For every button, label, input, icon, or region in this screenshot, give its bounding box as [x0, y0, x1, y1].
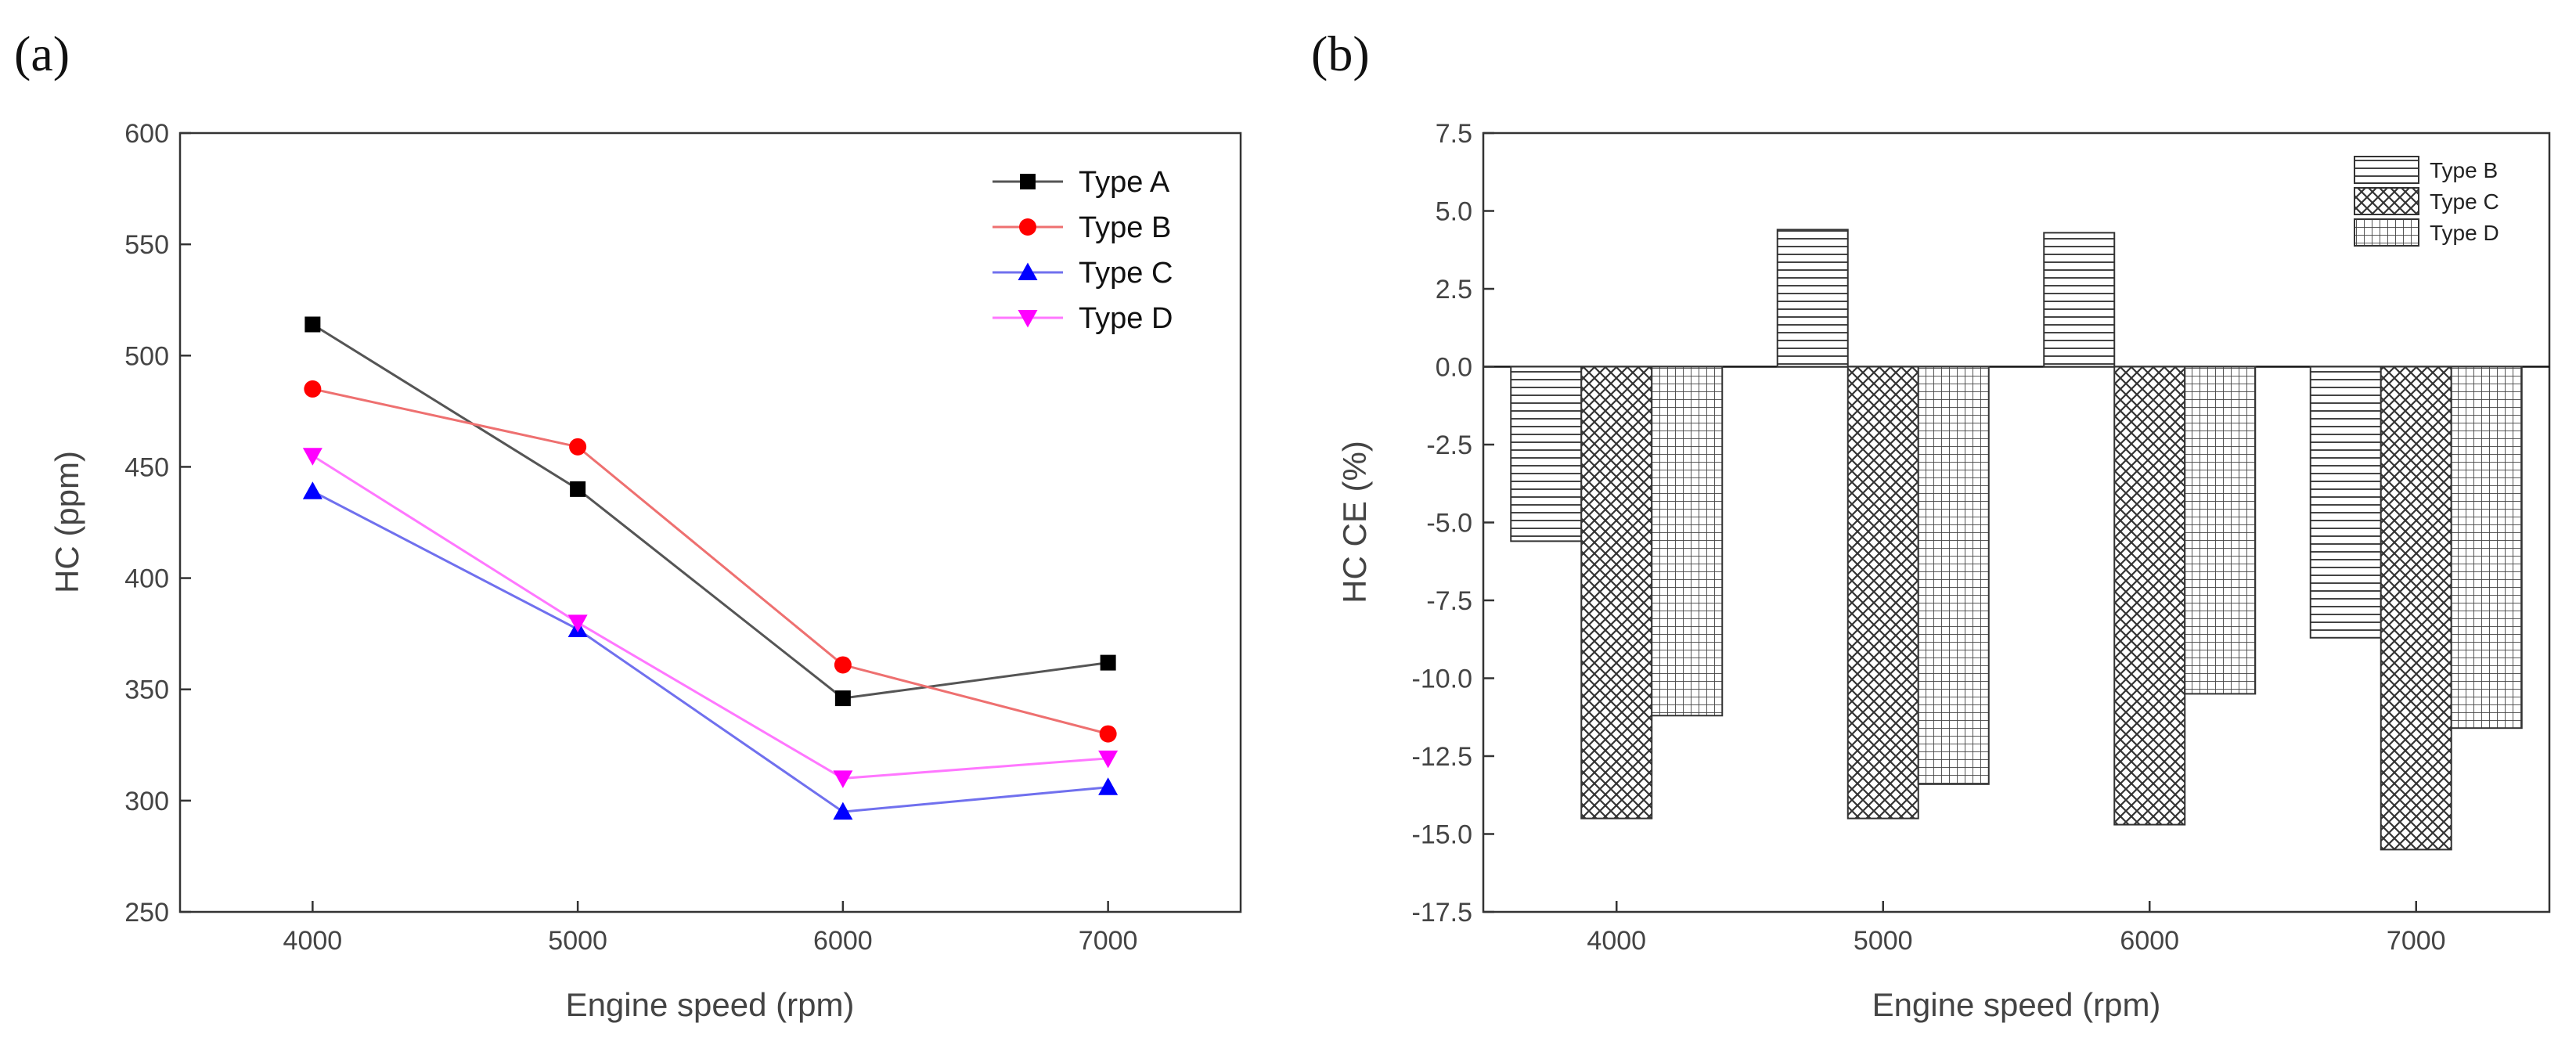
x-tick-label: 6000 — [2120, 926, 2179, 956]
data-point — [567, 614, 588, 632]
panel-b-label: (b) — [1311, 26, 1370, 81]
y-tick-label: 7.5 — [1436, 119, 1472, 149]
panel-b-y-axis-title: HC CE (%) — [1336, 441, 1373, 603]
x-tick-label: 7000 — [1079, 926, 1138, 956]
y-tick-label: -5.0 — [1426, 509, 1472, 539]
bar-type-c — [1846, 366, 1919, 820]
bar-type-b — [2309, 366, 2382, 639]
bar-type-b — [2043, 232, 2116, 368]
data-point — [834, 656, 852, 674]
x-tick-label: 4000 — [1587, 926, 1646, 956]
bar-type-d — [2184, 366, 2257, 695]
x-tick-label: 7000 — [2387, 926, 2446, 956]
y-tick-label: -12.5 — [1412, 742, 1473, 772]
series-type-b — [304, 380, 1117, 743]
legend-label: Type D — [1079, 302, 1173, 335]
data-point — [1099, 725, 1117, 743]
y-tick-label: 5.0 — [1436, 197, 1472, 227]
series-line — [312, 323, 1108, 700]
data-point — [833, 770, 853, 788]
panel-a-legend: Type A Type B Type C Type D — [993, 166, 1173, 335]
y-tick-label: 450 — [124, 452, 169, 482]
y-tick-label: 250 — [124, 898, 169, 928]
legend-label: Type B — [1079, 211, 1171, 244]
series-line — [312, 454, 1108, 780]
panel-b-x-ticks: 4000 5000 6000 7000 — [1587, 901, 2446, 956]
data-point — [1100, 654, 1116, 671]
panel-b-legend: Type B Type C Type D — [2354, 156, 2499, 247]
series-line — [312, 387, 1109, 736]
bar-type-d — [1651, 366, 1724, 717]
data-point — [304, 380, 322, 398]
y-tick-label: -2.5 — [1426, 431, 1472, 460]
data-point — [1098, 750, 1119, 769]
y-tick-label: -10.0 — [1412, 665, 1473, 694]
series-type-a — [304, 316, 1116, 707]
data-point — [302, 481, 322, 499]
panel-a-y-axis-title: HC (ppm) — [49, 451, 85, 593]
panel-b-y-ticks: 7.5 5.0 2.5 0.0 -2.5 -5.0 -7.5 -10.0 -12.5 -15.0 -… — [1412, 119, 1494, 928]
bar-type-b — [1776, 229, 1849, 368]
y-tick-label: 350 — [124, 676, 169, 705]
y-tick-label: 600 — [124, 119, 169, 149]
bar-type-b — [1510, 366, 1583, 542]
bar-type-c — [2380, 366, 2452, 851]
bar-type-c — [1580, 366, 1653, 820]
y-tick-label: 2.5 — [1436, 275, 1472, 304]
y-tick-label: 500 — [124, 341, 169, 371]
bar-type-d — [1917, 366, 1990, 785]
panel-a-y-ticks: 250 300 350 400 450 500 550 600 — [124, 119, 191, 928]
series-line — [312, 490, 1108, 813]
x-tick-label: 6000 — [813, 926, 873, 956]
panel-a-series — [302, 316, 1119, 820]
legend-marker — [1018, 262, 1038, 280]
data-point — [302, 448, 322, 466]
panel-b-x-axis-title: Engine speed (rpm) — [1872, 986, 2161, 1023]
legend-label: Type C — [1079, 257, 1173, 290]
panel-a-x-axis-title: Engine speed (rpm) — [566, 986, 855, 1023]
bar-type-d — [2450, 366, 2523, 730]
data-point — [834, 690, 851, 707]
y-tick-label: -7.5 — [1426, 586, 1472, 616]
data-point — [569, 438, 587, 456]
panel-b: (b) 7.5 5.0 2.5 0.0 -2.5 -5.0 -7.5 -10.0 -12.5 -1… — [1311, 26, 2551, 1023]
legend-label: Type D — [2430, 221, 2499, 245]
legend-marker — [1018, 310, 1038, 328]
series-type-d — [302, 448, 1119, 788]
legend-swatch — [2354, 218, 2419, 247]
data-point — [304, 316, 321, 333]
x-tick-label: 5000 — [548, 926, 607, 956]
y-tick-label: 550 — [124, 230, 169, 260]
panel-a-plot-frame — [178, 132, 1242, 913]
y-tick-label: 400 — [124, 564, 169, 594]
panel-a: (a) 250 300 350 400 450 500 550 600 4000 5000 600… — [14, 26, 1242, 1023]
panel-b-bars — [1510, 229, 2523, 851]
panel-a-x-ticks: 4000 5000 6000 7000 — [283, 901, 1138, 956]
data-point — [570, 481, 586, 497]
y-tick-label: -17.5 — [1412, 898, 1473, 928]
panel-a-label: (a) — [14, 26, 70, 81]
y-tick-label: 0.0 — [1436, 353, 1472, 383]
legend-label: Type C — [2430, 189, 2499, 214]
legend-swatch — [2354, 156, 2419, 184]
legend-swatch — [2354, 187, 2419, 215]
x-tick-label: 4000 — [283, 926, 343, 956]
y-tick-label: 300 — [124, 787, 169, 816]
data-point — [833, 802, 853, 820]
y-tick-label: -15.0 — [1412, 820, 1473, 850]
data-point — [1098, 777, 1119, 795]
series-type-c — [302, 481, 1119, 820]
legend-marker — [1020, 174, 1036, 189]
legend-marker — [1019, 218, 1036, 236]
bar-type-c — [2113, 366, 2186, 826]
legend-label: Type B — [2430, 158, 2498, 182]
legend-label: Type A — [1079, 166, 1170, 199]
x-tick-label: 5000 — [1854, 926, 1913, 956]
